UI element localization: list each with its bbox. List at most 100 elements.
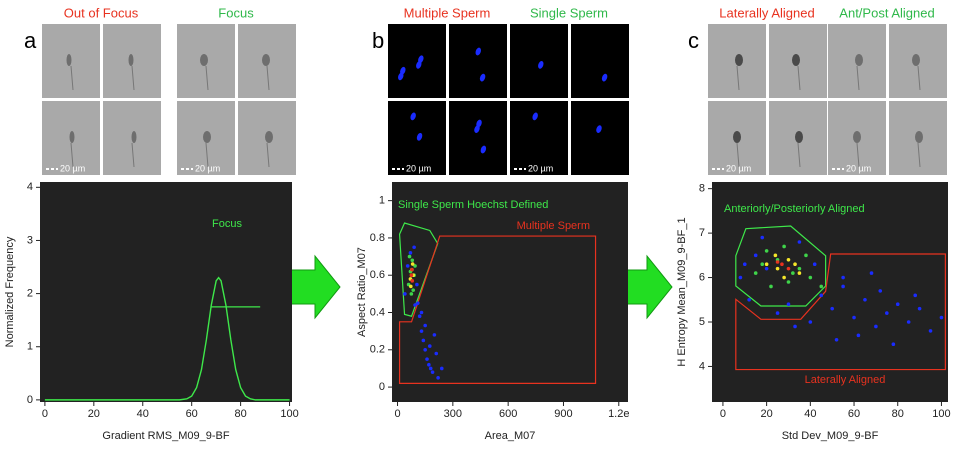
plot-area	[392, 182, 628, 402]
scale-bar-label: 20 µm	[195, 163, 220, 173]
group-title: Multiple Sperm	[404, 5, 491, 20]
y-tick-label: 0	[379, 381, 385, 393]
x-tick-label: 80	[234, 408, 246, 420]
y-axis-label: H Entropy Mean_M09_9-BF_1	[676, 217, 688, 366]
event-point	[804, 253, 808, 258]
event-point	[413, 303, 417, 307]
event-point	[775, 266, 780, 271]
event-point	[928, 329, 933, 333]
event-point	[769, 284, 773, 289]
event-point	[856, 333, 861, 338]
event-point	[408, 251, 413, 255]
scale-bar-label: 20 µm	[406, 163, 431, 173]
y-tick-label: 1	[379, 195, 385, 207]
x-axis-label: Std Dev_M09_9-BF	[782, 430, 879, 442]
x-tick-label: 0	[42, 408, 48, 420]
tail	[131, 65, 135, 91]
y-tick-label: 0	[27, 394, 33, 406]
event-point	[747, 297, 751, 302]
event-point	[428, 366, 433, 371]
event-point	[410, 258, 415, 263]
x-tick-label: 80	[892, 408, 904, 420]
event-point	[878, 289, 883, 293]
nucleus	[479, 73, 486, 82]
event-point	[409, 273, 414, 278]
event-point	[421, 338, 426, 343]
cell	[203, 131, 211, 143]
scale-bar-label: 20 µm	[528, 163, 553, 173]
annotation: Multiple Sperm	[517, 220, 590, 232]
x-tick-label: 60	[848, 408, 860, 420]
x-tick-label: 0	[720, 408, 726, 420]
event-point	[432, 333, 437, 337]
tail	[205, 65, 209, 91]
panel-letter: b	[372, 28, 384, 53]
event-point	[808, 320, 813, 324]
event-point	[791, 271, 795, 275]
event-point	[427, 344, 432, 348]
event-point	[405, 264, 410, 268]
event-point	[786, 266, 791, 271]
x-tick-label: 600	[499, 408, 517, 420]
cell	[853, 131, 861, 143]
gate	[398, 235, 597, 384]
event-point	[419, 310, 424, 315]
nucleus	[410, 112, 416, 121]
group-title: Focus	[218, 5, 254, 20]
thumbnail	[571, 24, 629, 98]
y-tick-label: 0.8	[370, 232, 385, 244]
cell	[262, 54, 270, 66]
nucleus	[480, 145, 487, 154]
arrow	[287, 254, 341, 320]
event-point	[786, 280, 791, 284]
event-point	[780, 262, 784, 267]
tail	[266, 65, 270, 91]
cell	[131, 131, 137, 143]
y-tick-label: 3	[27, 234, 33, 246]
event-point	[430, 370, 435, 374]
tail	[205, 142, 209, 168]
group-title: Laterally Aligned	[719, 5, 814, 20]
x-tick-label: 100	[932, 408, 950, 420]
cell	[200, 54, 208, 66]
annotation: Laterally Aligned	[805, 374, 886, 386]
event-point	[760, 262, 765, 267]
tail	[266, 142, 270, 168]
event-point	[439, 366, 444, 371]
event-point	[797, 240, 802, 244]
x-tick-label: 300	[444, 408, 462, 420]
event-point	[793, 324, 797, 329]
event-point	[812, 262, 817, 267]
thumbnail	[449, 101, 507, 175]
y-tick-label: 7	[699, 227, 705, 239]
event-point	[797, 271, 802, 275]
x-tick-label: 20	[761, 408, 773, 420]
thumbnail	[571, 101, 629, 175]
event-point	[786, 302, 791, 307]
y-tick-label: 4	[699, 360, 705, 372]
event-point	[797, 266, 802, 271]
tail	[917, 65, 921, 91]
tail	[917, 142, 921, 168]
event-point	[415, 282, 419, 287]
cell	[912, 54, 920, 66]
nucleus	[532, 112, 538, 121]
tail	[736, 65, 740, 91]
panel-letter: a	[24, 28, 37, 53]
annotation: Single Sperm Hoechst Defined	[398, 199, 548, 211]
event-point	[425, 357, 429, 361]
cell	[915, 131, 923, 143]
gate	[735, 225, 827, 307]
tail	[70, 142, 74, 168]
y-axis-label: Aspect Ratio_M07	[356, 247, 368, 337]
event-point	[852, 315, 856, 320]
nucleus	[538, 60, 544, 69]
event-point	[874, 324, 878, 329]
x-axis-label: Gradient RMS_M09_9-BF	[102, 430, 229, 442]
event-point	[808, 275, 813, 280]
event-point	[782, 244, 786, 249]
cell	[855, 54, 863, 66]
event-point	[819, 293, 824, 298]
x-tick-label: 1.2e	[608, 408, 629, 420]
